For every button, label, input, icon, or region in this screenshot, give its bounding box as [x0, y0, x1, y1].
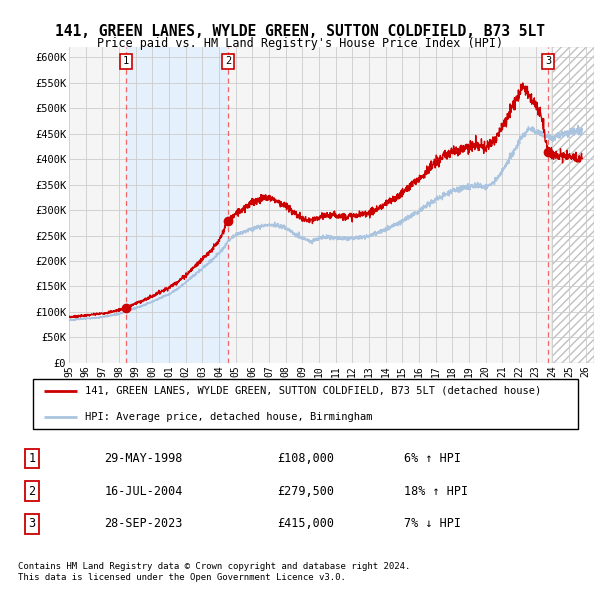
Text: £108,000: £108,000 [277, 452, 334, 465]
Text: 141, GREEN LANES, WYLDE GREEN, SUTTON COLDFIELD, B73 5LT (detached house): 141, GREEN LANES, WYLDE GREEN, SUTTON CO… [85, 386, 541, 396]
FancyBboxPatch shape [33, 379, 578, 429]
Text: £415,000: £415,000 [277, 517, 334, 530]
Text: 16-JUL-2004: 16-JUL-2004 [104, 484, 182, 498]
Bar [126, 47, 228, 363]
Text: 2: 2 [29, 484, 36, 498]
Text: 3: 3 [29, 517, 36, 530]
Text: 28-SEP-2023: 28-SEP-2023 [104, 517, 182, 530]
Text: HPI: Average price, detached house, Birmingham: HPI: Average price, detached house, Birm… [85, 412, 373, 422]
Bar [553, 47, 594, 363]
Text: Contains HM Land Registry data © Crown copyright and database right 2024.: Contains HM Land Registry data © Crown c… [18, 562, 410, 571]
Text: 1: 1 [123, 57, 129, 67]
Text: Price paid vs. HM Land Registry's House Price Index (HPI): Price paid vs. HM Land Registry's House … [97, 37, 503, 50]
Text: 3: 3 [545, 57, 551, 67]
Text: £279,500: £279,500 [277, 484, 334, 498]
Text: 6% ↑ HPI: 6% ↑ HPI [404, 452, 461, 465]
Text: 141, GREEN LANES, WYLDE GREEN, SUTTON COLDFIELD, B73 5LT: 141, GREEN LANES, WYLDE GREEN, SUTTON CO… [55, 24, 545, 38]
Text: 29-MAY-1998: 29-MAY-1998 [104, 452, 182, 465]
Text: 2: 2 [225, 57, 231, 67]
Text: 7% ↓ HPI: 7% ↓ HPI [404, 517, 461, 530]
Text: This data is licensed under the Open Government Licence v3.0.: This data is licensed under the Open Gov… [18, 573, 346, 582]
Text: 1: 1 [29, 452, 36, 465]
Text: 18% ↑ HPI: 18% ↑ HPI [404, 484, 468, 498]
Bar [553, 47, 594, 363]
